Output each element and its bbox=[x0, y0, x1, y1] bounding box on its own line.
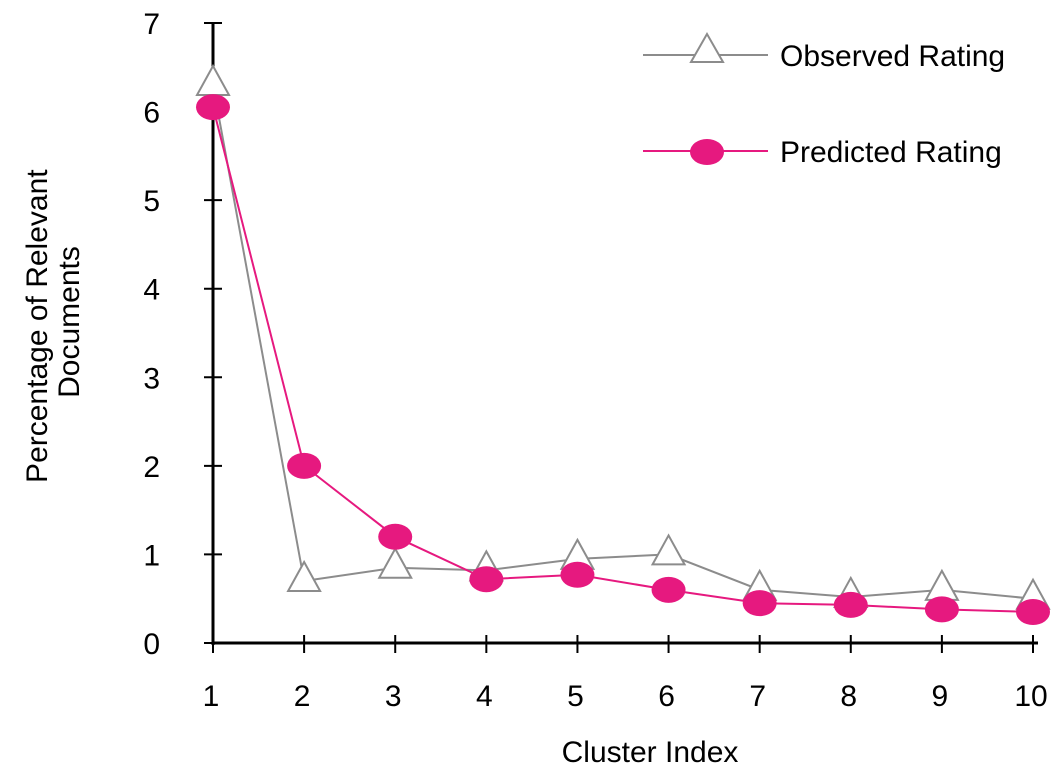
x-tick-label: 2 bbox=[294, 680, 311, 713]
y-tick-label: 4 bbox=[143, 274, 160, 307]
legend-label-predicted: Predicted Rating bbox=[780, 136, 1002, 169]
y-ticks: 0 1 2 3 4 5 6 7 bbox=[143, 8, 222, 661]
y-tick-label: 5 bbox=[143, 185, 160, 218]
data-point-predicted bbox=[469, 566, 504, 593]
data-point-predicted bbox=[833, 591, 868, 618]
data-point-predicted bbox=[378, 523, 413, 550]
data-point-predicted bbox=[651, 576, 686, 603]
legend-marker-predicted bbox=[690, 139, 724, 165]
x-tick-label: 1 bbox=[203, 680, 220, 713]
y-tick-label: 2 bbox=[143, 451, 160, 484]
series-line-predicted bbox=[212, 106, 1034, 613]
series-layer bbox=[195, 63, 1051, 625]
data-point-predicted bbox=[742, 590, 777, 617]
y-tick-label: 3 bbox=[143, 362, 160, 395]
x-tick-label: 3 bbox=[385, 680, 402, 713]
y-axis-title-line-1: Percentage of Relevant bbox=[21, 169, 54, 483]
data-point-predicted bbox=[560, 561, 595, 588]
series-line-observed bbox=[212, 84, 1034, 600]
x-axis-title: Cluster Index bbox=[562, 736, 739, 769]
x-tick-label: 6 bbox=[658, 680, 675, 713]
legend-marker-observed bbox=[689, 31, 725, 63]
y-tick-label: 0 bbox=[143, 628, 160, 661]
x-tick-label: 7 bbox=[749, 680, 766, 713]
data-point-predicted bbox=[1016, 599, 1050, 625]
x-tick-label: 4 bbox=[476, 680, 493, 713]
data-point-observed bbox=[195, 63, 231, 96]
data-point-observed bbox=[286, 559, 322, 592]
legend: Observed Rating Predicted Rating bbox=[643, 31, 1005, 169]
y-tick-label: 7 bbox=[143, 8, 160, 41]
data-point-predicted bbox=[196, 94, 230, 121]
y-tick-label: 6 bbox=[143, 97, 160, 130]
y-tick-label: 1 bbox=[143, 539, 160, 572]
x-tick-label: 5 bbox=[567, 680, 584, 713]
axes bbox=[211, 22, 1038, 645]
data-point-predicted bbox=[287, 452, 322, 479]
data-point-observed bbox=[924, 568, 960, 601]
x-tick-label: 9 bbox=[932, 680, 949, 713]
data-point-observed bbox=[650, 533, 687, 566]
x-tick-label: 8 bbox=[840, 680, 857, 713]
data-point-observed bbox=[377, 546, 413, 579]
y-axis-title: Percentage of Relevant Documents bbox=[21, 161, 86, 483]
x-ticks: 1 2 3 4 5 6 7 8 9 10 bbox=[203, 635, 1048, 713]
data-point-predicted bbox=[924, 596, 959, 623]
y-axis-title-line-2: Documents bbox=[53, 246, 86, 398]
x-tick-label: 10 bbox=[1014, 680, 1047, 713]
legend-label-observed: Observed Rating bbox=[780, 40, 1005, 73]
